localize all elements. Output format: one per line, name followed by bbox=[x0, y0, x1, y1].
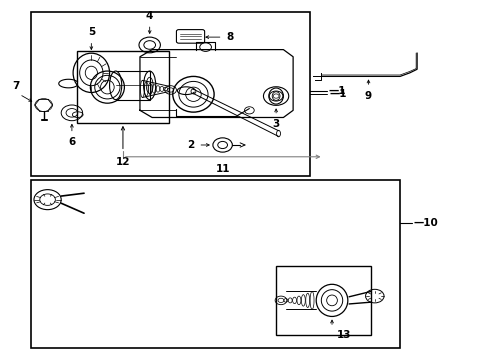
Circle shape bbox=[200, 43, 211, 51]
Bar bbox=[77, 51, 169, 123]
Text: —1: —1 bbox=[329, 89, 346, 99]
Text: 8: 8 bbox=[225, 32, 233, 42]
Text: 7: 7 bbox=[12, 81, 19, 91]
Text: 4: 4 bbox=[146, 11, 153, 21]
Text: 6: 6 bbox=[68, 137, 75, 147]
Bar bbox=[30, 12, 309, 176]
Bar bbox=[30, 180, 399, 348]
Text: —1: —1 bbox=[327, 86, 345, 96]
Ellipse shape bbox=[109, 71, 122, 100]
Text: 9: 9 bbox=[364, 91, 371, 101]
Bar bbox=[276, 266, 370, 336]
Text: 2: 2 bbox=[187, 140, 194, 150]
Text: 5: 5 bbox=[87, 27, 95, 37]
FancyBboxPatch shape bbox=[176, 30, 204, 43]
Text: 12: 12 bbox=[116, 157, 130, 167]
Text: 3: 3 bbox=[272, 119, 279, 129]
Bar bbox=[116, 71, 149, 100]
Text: 13: 13 bbox=[336, 330, 351, 340]
Text: —10: —10 bbox=[412, 218, 437, 228]
Text: 11: 11 bbox=[216, 164, 230, 174]
